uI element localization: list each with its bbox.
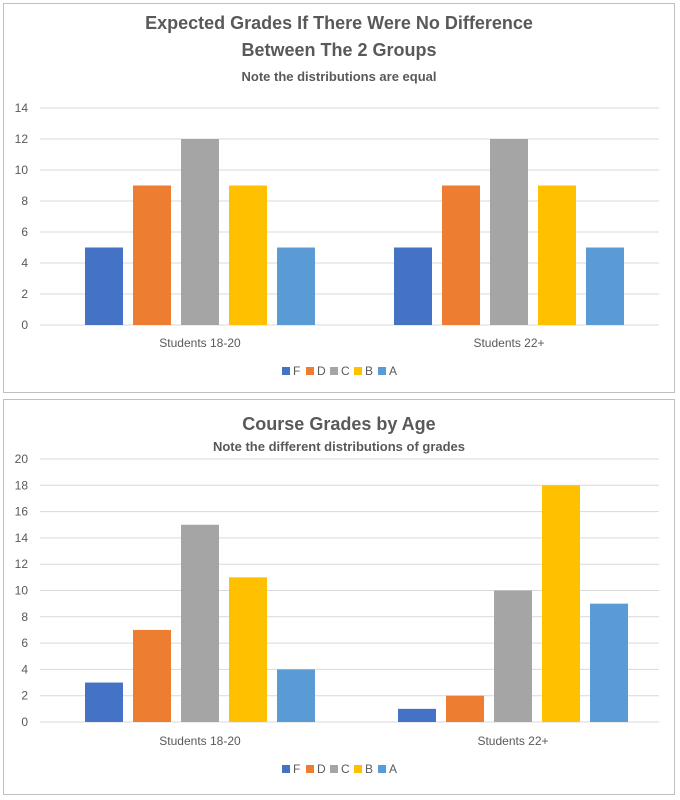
legend-label-B: B bbox=[365, 364, 373, 378]
legend-swatch-C bbox=[330, 765, 338, 773]
bar-F-students-22-plus bbox=[394, 247, 432, 325]
legend-swatch-D bbox=[306, 367, 314, 375]
bar-D-students-18-20 bbox=[133, 629, 171, 722]
y-tick-label-10: 10 bbox=[15, 584, 29, 598]
bar-C-students-18-20 bbox=[181, 524, 219, 722]
bar-C-students-18-20 bbox=[181, 139, 219, 325]
bar-A-students-22-plus bbox=[590, 603, 628, 722]
y-tick-label-2: 2 bbox=[21, 287, 28, 301]
legend-label-C: C bbox=[341, 364, 350, 378]
y-tick-label-12: 12 bbox=[15, 132, 29, 146]
legend-swatch-C bbox=[330, 367, 338, 375]
bar-D-students-18-20 bbox=[133, 185, 171, 325]
bar-C-students-22-plus bbox=[494, 590, 532, 722]
legend-label-D: D bbox=[317, 762, 326, 776]
bar-F-students-22-plus bbox=[398, 708, 436, 722]
chart-expected-grades: Expected Grades If There Were No Differe… bbox=[15, 13, 659, 378]
y-tick-label-8: 8 bbox=[21, 610, 28, 624]
bar-A-students-18-20 bbox=[277, 247, 315, 325]
y-tick-label-10: 10 bbox=[15, 163, 29, 177]
x-category-label-2: Students 22+ bbox=[473, 336, 544, 350]
legend-swatch-A bbox=[378, 367, 386, 375]
bar-C-students-22-plus bbox=[490, 139, 528, 325]
legend-label-F: F bbox=[293, 762, 300, 776]
x-category-label-1: Students 18-20 bbox=[159, 336, 241, 350]
chart-panel-expected-grades: Expected Grades If There Were No Differe… bbox=[3, 3, 675, 393]
x-category-label-2: Students 22+ bbox=[477, 734, 548, 748]
y-tick-label-14: 14 bbox=[15, 101, 29, 115]
y-tick-label-2: 2 bbox=[21, 689, 28, 703]
bar-A-students-18-20 bbox=[277, 669, 315, 722]
legend-label-F: F bbox=[293, 364, 300, 378]
chart-course-grades: Course Grades by Age Note the different d… bbox=[15, 414, 659, 776]
y-tick-label-20: 20 bbox=[15, 452, 29, 466]
legend-swatch-F bbox=[282, 765, 290, 773]
legend-label-C: C bbox=[341, 762, 350, 776]
legend-swatch-F bbox=[282, 367, 290, 375]
legend-label-A: A bbox=[389, 364, 397, 378]
bar-B-students-22-plus bbox=[542, 485, 580, 722]
bar-B-students-18-20 bbox=[229, 577, 267, 722]
chart-panel-course-grades: Course Grades by Age Note the different d… bbox=[3, 399, 675, 795]
y-tick-label-16: 16 bbox=[15, 505, 29, 519]
legend-swatch-B bbox=[354, 765, 362, 773]
bar-F-students-18-20 bbox=[85, 247, 123, 325]
bar-B-students-22-plus bbox=[538, 185, 576, 325]
legend-swatch-B bbox=[354, 367, 362, 375]
y-tick-label-8: 8 bbox=[21, 194, 28, 208]
chart-title-line-1: Course Grades by Age bbox=[242, 414, 435, 434]
legend-swatch-D bbox=[306, 765, 314, 773]
chart-title-line-1: Expected Grades If There Were No Differe… bbox=[145, 13, 533, 33]
x-category-label-1: Students 18-20 bbox=[159, 734, 241, 748]
legend-label-D: D bbox=[317, 364, 326, 378]
y-tick-label-0: 0 bbox=[21, 715, 28, 729]
bar-B-students-18-20 bbox=[229, 185, 267, 325]
legend-label-B: B bbox=[365, 762, 373, 776]
y-tick-label-6: 6 bbox=[21, 636, 28, 650]
y-tick-label-4: 4 bbox=[21, 256, 28, 270]
y-tick-label-12: 12 bbox=[15, 557, 29, 571]
bar-A-students-22-plus bbox=[586, 247, 624, 325]
bar-F-students-18-20 bbox=[85, 682, 123, 722]
chart-subtitle: Note the different distributions of grad… bbox=[213, 439, 465, 454]
y-tick-label-4: 4 bbox=[21, 662, 28, 676]
y-tick-label-18: 18 bbox=[15, 478, 29, 492]
legend-label-A: A bbox=[389, 762, 397, 776]
y-tick-label-0: 0 bbox=[21, 318, 28, 332]
chart-title-line-2: Between The 2 Groups bbox=[241, 40, 436, 60]
legend-swatch-A bbox=[378, 765, 386, 773]
y-tick-label-6: 6 bbox=[21, 225, 28, 239]
y-tick-label-14: 14 bbox=[15, 531, 29, 545]
bar-D-students-22-plus bbox=[446, 695, 484, 722]
bar-D-students-22-plus bbox=[442, 185, 480, 325]
chart-subtitle: Note the distributions are equal bbox=[241, 69, 436, 84]
